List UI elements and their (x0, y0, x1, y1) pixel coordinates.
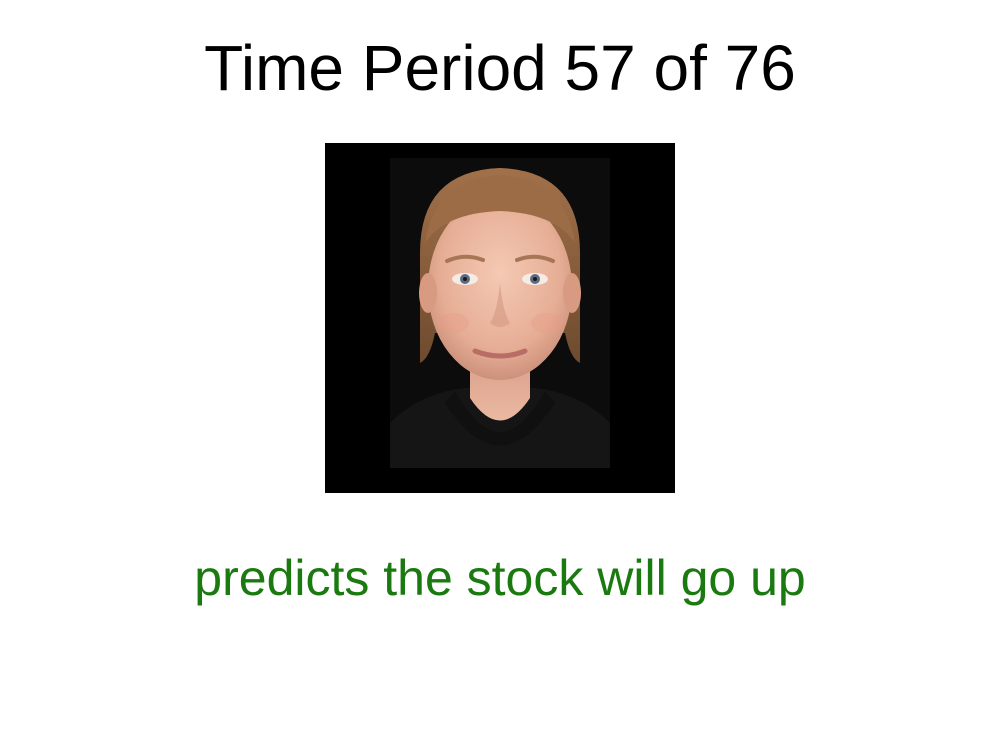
portrait-image (325, 143, 675, 493)
slide-title: Time Period 57 of 76 (204, 32, 796, 104)
face-portrait (325, 143, 675, 493)
prediction-text: predicts the stock will go up (194, 550, 806, 606)
